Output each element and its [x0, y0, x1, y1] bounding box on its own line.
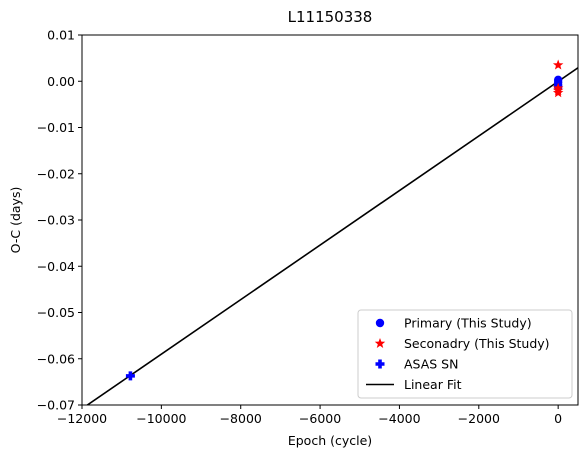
legend-label: ASAS SN — [404, 357, 458, 372]
legend-label: Seconadry (This Study) — [404, 336, 550, 351]
x-tick-label: −6000 — [299, 411, 341, 426]
y-tick-label: 0.01 — [47, 28, 75, 43]
x-tick-label: −4000 — [378, 411, 420, 426]
data-point-plus-0 — [125, 371, 135, 381]
data-point-star-3 — [552, 87, 564, 98]
x-tick-label: −8000 — [220, 411, 262, 426]
y-tick-label: −0.04 — [37, 259, 75, 274]
x-tick-label: −12000 — [57, 411, 107, 426]
plot-area — [85, 59, 578, 405]
legend: Primary (This Study) Seconadry (This Stud… — [357, 309, 573, 399]
legend-swatch-circle — [375, 318, 385, 328]
axes: −12000 −10000 −8000 −6000 −4000 −2000 0 0.01 0.0… — [37, 28, 579, 426]
linear-fit-line — [85, 67, 578, 405]
x-tick-label: −10000 — [136, 411, 186, 426]
legend-swatch-star — [374, 338, 386, 348]
y-tick-label: −0.01 — [37, 120, 75, 135]
legend-label: Primary (This Study) — [404, 316, 532, 331]
y-tick-label: 0.00 — [47, 74, 75, 89]
legend-label: Linear Fit — [404, 377, 462, 392]
legend-box — [357, 309, 573, 399]
y-tick-label: −0.06 — [37, 351, 75, 366]
x-tick-label: 0 — [554, 411, 562, 426]
x-axis-label: Epoch (cycle) — [288, 433, 372, 448]
x-tick-label: −2000 — [458, 411, 500, 426]
y-axis-label: O-C (days) — [8, 187, 23, 254]
y-tick-label: −0.02 — [37, 166, 75, 181]
data-point-star-0 — [552, 59, 564, 70]
y-tick-label: −0.07 — [37, 398, 75, 413]
y-tick-label: −0.05 — [37, 305, 75, 320]
y-tick-label: −0.03 — [37, 213, 75, 228]
chart-title: L11150338 — [288, 8, 373, 26]
legend-swatch-plus — [375, 359, 385, 369]
